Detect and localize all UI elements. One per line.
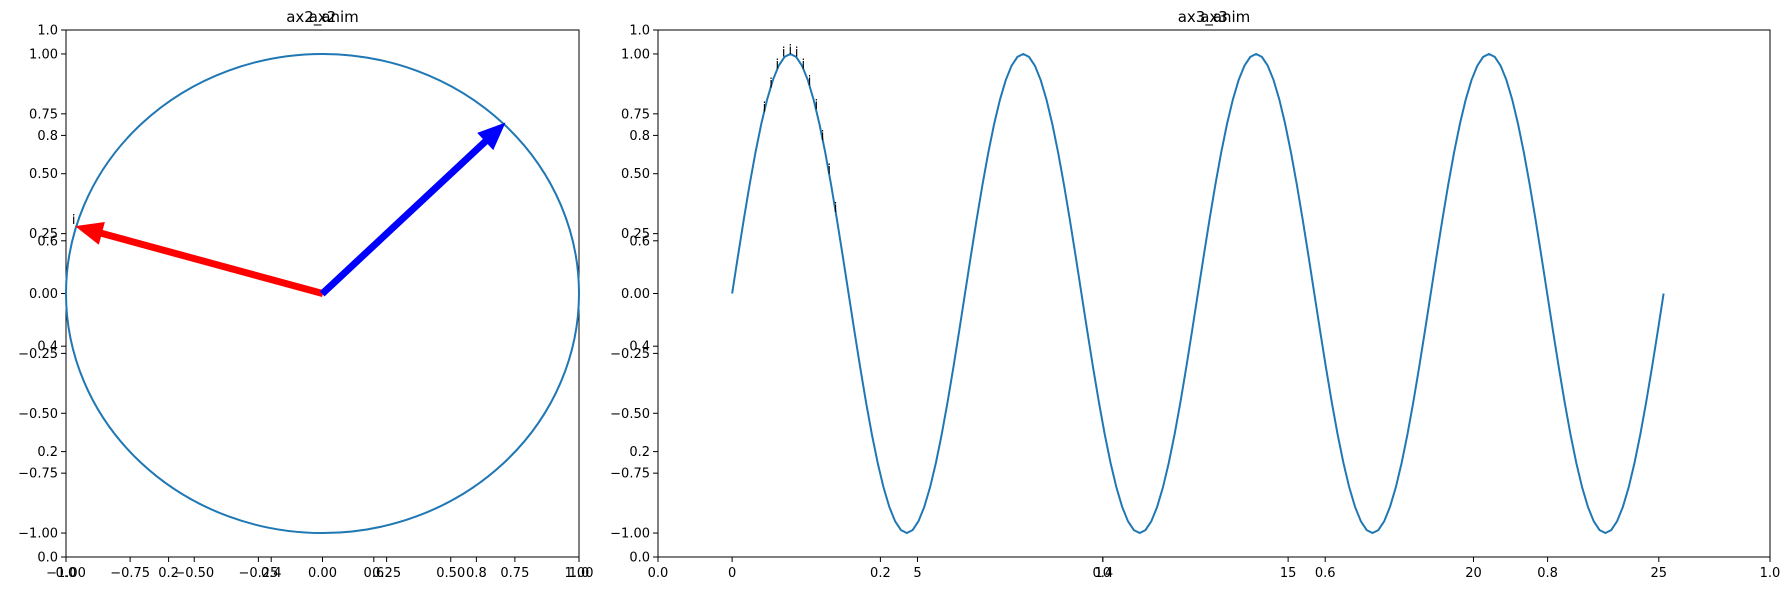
x-tick-label: 0.00 xyxy=(308,566,337,581)
sine-line xyxy=(731,52,1665,535)
overlay-x-tick-label: 0.4 xyxy=(1092,566,1113,581)
x-tick-label: −0.25 xyxy=(238,566,278,581)
sine-chart: ax3_anim ax3 0.0 0.2 0.4 0.6 0.8 1.0 0.00.20.… xyxy=(610,8,1780,581)
sine-annotation: i xyxy=(801,57,805,72)
x-tick-label: 0 xyxy=(728,566,736,581)
overlay-x-tick-label: 0.0 xyxy=(56,566,77,581)
overlay-x-tick-label: 0.4 xyxy=(261,566,282,581)
circle-chart-y-ticks: −1.00 −0.75 −0.50 −0.25 0.00 0.25 0.50 0.75 1.00 xyxy=(18,47,66,542)
overlay-x-tick-label: 1.0 xyxy=(569,566,590,581)
x-tick-label: 25 xyxy=(1651,566,1668,581)
overlay-y-tick-label: 0.8 xyxy=(629,129,650,144)
sine-annotation: i xyxy=(834,201,838,216)
overlay-y-tick-label: 0.8 xyxy=(37,129,58,144)
overlay-y-tick-label: 0.2 xyxy=(629,445,650,460)
overlay-y-tick-label: 0.0 xyxy=(37,551,58,566)
sine-annotation: i xyxy=(789,43,793,58)
overlay-y-tick-label: 0.2 xyxy=(37,445,58,460)
y-tick-label: −0.25 xyxy=(610,347,650,362)
sine-annotation: i xyxy=(814,98,818,113)
x-tick-label: 1.00 xyxy=(565,566,594,581)
y-tick-label: 0.00 xyxy=(29,287,58,302)
circle-chart: ax2_anim ax2 0.0 0.2 0.4 0.6 0.8 1.0 0.00.20.… xyxy=(18,8,593,581)
sine-chart-overlay-y-ticks: 0.0 0.2 0.4 0.6 0.8 1.0 xyxy=(629,24,658,566)
x-tick-label: 5 xyxy=(913,566,921,581)
overlay-x-tick-label: 0.8 xyxy=(1537,566,1558,581)
overlay-y-tick-label: 0.0 xyxy=(629,551,650,566)
sine-annotation: i xyxy=(763,100,767,115)
y-tick-label: 0.50 xyxy=(29,167,58,182)
overlay-x-tick-label: 0.6 xyxy=(1315,566,1336,581)
unit-circle-line xyxy=(65,52,580,535)
circle-chart-title-1: ax2_anim xyxy=(286,8,359,27)
overlay-x-tick-label: 0.2 xyxy=(870,566,891,581)
y-tick-label: −0.75 xyxy=(18,467,58,482)
circle-chart-x-ticks: −1.00 −0.75 −0.50 −0.25 0.00 0.25 0.50 0.75 1.00 xyxy=(46,557,593,581)
x-tick-label: 0.25 xyxy=(372,566,401,581)
y-tick-label: 0.25 xyxy=(621,227,650,242)
x-tick-label: 0.50 xyxy=(436,566,465,581)
y-tick-label: 0.75 xyxy=(621,107,650,122)
circle-chart-plot-area xyxy=(65,52,580,535)
overlay-x-tick-label: 0.6 xyxy=(363,566,384,581)
circle-chart-title-2: ax2 xyxy=(309,8,337,26)
sine-chart-y-ticks: −1.00 −0.75 −0.50 −0.25 0.00 0.25 0.50 0.75 1.00 xyxy=(610,47,658,542)
y-tick-label: −0.50 xyxy=(610,407,650,422)
x-tick-label: −0.50 xyxy=(174,566,214,581)
sine-chart-overlay-x-ticks: 0.0 0.2 0.4 0.6 0.8 1.0 xyxy=(648,557,1781,581)
x-tick-label: 15 xyxy=(1280,566,1297,581)
y-tick-label: 1.00 xyxy=(621,47,650,62)
sine-chart-title-2: ax3 xyxy=(1200,8,1228,26)
circle-chart-annotation: i xyxy=(72,213,76,228)
circle-chart-overlay-y-ticks: 0.0 0.2 0.4 0.6 0.8 1.0 xyxy=(37,24,66,566)
x-tick-label: −1.00 xyxy=(46,566,86,581)
overlay-y-tick-label: 0.6 xyxy=(37,234,58,249)
red-arrow xyxy=(75,222,324,298)
y-tick-label: −0.25 xyxy=(18,347,58,362)
overlay-x-tick-label: 0.2 xyxy=(158,566,179,581)
sine-annotation: i xyxy=(821,129,825,144)
sine-chart-plot-area xyxy=(731,52,1665,535)
sine-annotation: i xyxy=(776,57,780,72)
sine-annotation: i xyxy=(827,163,831,178)
sine-chart-x-ticks: 0 5 10 15 20 25 xyxy=(728,557,1667,581)
y-tick-label: −0.75 xyxy=(610,467,650,482)
y-tick-label: −1.00 xyxy=(610,527,650,542)
y-tick-label: 0.25 xyxy=(29,227,58,242)
y-tick-label: −1.00 xyxy=(18,527,58,542)
circle-chart-overlay-x-ticks: 0.0 0.2 0.4 0.6 0.8 1.0 xyxy=(56,557,590,581)
overlay-y-tick-label: 0.6 xyxy=(629,234,650,249)
x-tick-label: 20 xyxy=(1465,566,1482,581)
overlay-y-tick-label: 1.0 xyxy=(37,24,58,39)
overlay-y-tick-label: 0.4 xyxy=(37,340,58,355)
y-tick-label: 0.75 xyxy=(29,107,58,122)
sine-annotation: i xyxy=(808,74,812,89)
overlay-x-tick-label: 1.0 xyxy=(1760,566,1781,581)
x-tick-label: 10 xyxy=(1095,566,1112,581)
y-tick-label: −0.50 xyxy=(18,407,58,422)
x-tick-label: 0.75 xyxy=(500,566,529,581)
sine-annotation: i xyxy=(769,76,773,91)
blue-arrow xyxy=(319,122,506,297)
sine-chart-title-1: ax3_anim xyxy=(1178,8,1251,27)
overlay-x-tick-label: 0.0 xyxy=(648,566,669,581)
sine-annotation: i xyxy=(795,45,799,60)
overlay-x-tick-label: 0.8 xyxy=(466,566,487,581)
y-tick-label: 0.00 xyxy=(621,287,650,302)
overlay-y-tick-label: 0.4 xyxy=(629,340,650,355)
y-tick-label: 0.50 xyxy=(621,167,650,182)
overlay-y-tick-label: 1.0 xyxy=(629,24,650,39)
x-tick-label: −0.75 xyxy=(110,566,150,581)
sine-annotation: i xyxy=(782,45,786,60)
y-tick-label: 1.00 xyxy=(29,47,58,62)
